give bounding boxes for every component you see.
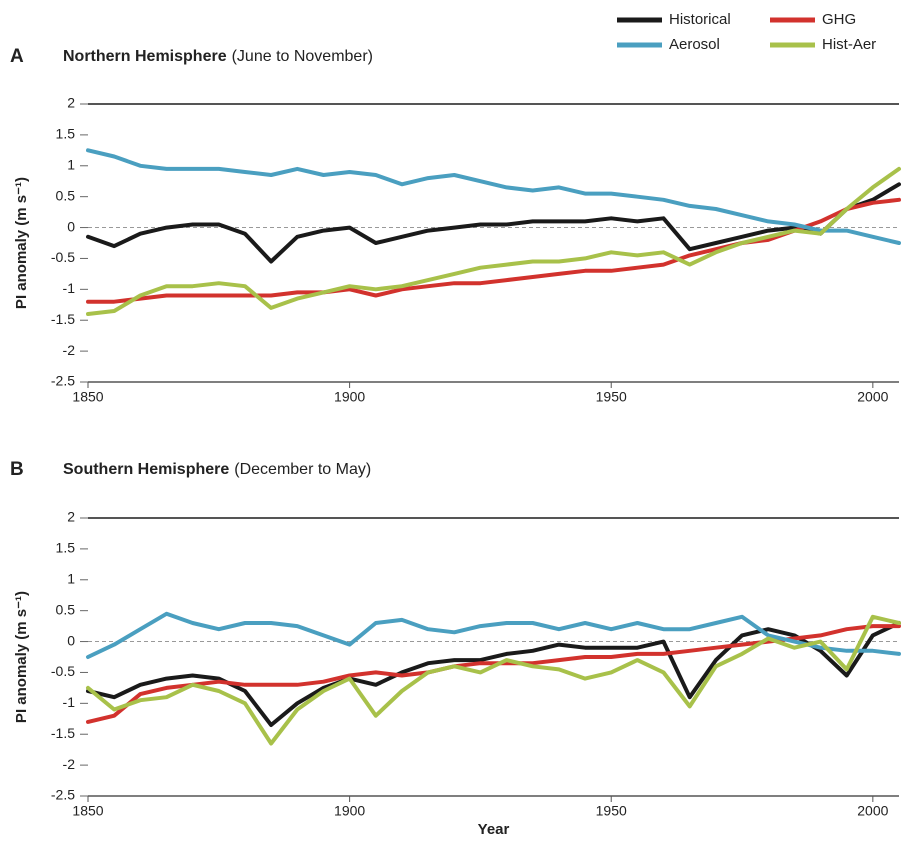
y-tick-label: 0.5: [56, 187, 76, 203]
subtitle: (June to November): [232, 48, 373, 65]
y-tick-label: 2: [67, 509, 75, 525]
y-tick-label: -2: [63, 756, 76, 772]
y-axis-label: PI anomaly (m s⁻¹): [13, 591, 30, 723]
legend: Historical GHG Aerosol Hist-Aer: [617, 11, 876, 53]
x-tick-label: 2000: [857, 389, 888, 405]
x-tick-label: 1950: [596, 389, 627, 405]
y-tick-label: -2.5: [51, 373, 75, 389]
series-line: [86, 614, 901, 746]
series-line: [86, 182, 901, 264]
y-tick-label: -1: [63, 280, 76, 296]
y-tick-label: 2: [67, 95, 75, 111]
x-tick-label: 1900: [334, 803, 365, 819]
y-axis-label: PI anomaly (m s⁻¹): [13, 177, 30, 309]
legend-label: Historical: [669, 11, 731, 28]
panel-title: Southern Hemisphere (December to May): [63, 461, 371, 478]
y-tick-label: -1: [63, 694, 76, 710]
x-tick-label: 1850: [72, 803, 103, 819]
panel-label: A: [10, 46, 24, 67]
panel-label: B: [10, 459, 24, 480]
y-tick-label: 1.5: [56, 126, 76, 142]
panel-title: Northern Hemisphere (June to November): [63, 48, 373, 65]
y-tick-label: -0.5: [51, 663, 75, 679]
y-tick-label: 1.5: [56, 540, 76, 556]
y-tick-label: -1.5: [51, 311, 75, 327]
y-tick-label: -1.5: [51, 725, 75, 741]
y-tick-label: -2: [63, 342, 76, 358]
series-line: [86, 148, 901, 245]
title: Northern Hemisphere: [63, 48, 227, 65]
legend-label: GHG: [822, 11, 856, 28]
x-tick-label: 2000: [857, 803, 888, 819]
x-tick-label: 1950: [596, 803, 627, 819]
x-tick-label: 1900: [334, 389, 365, 405]
y-tick-label: 0: [67, 632, 75, 648]
y-tick-label: 1: [67, 570, 75, 586]
x-tick-label: 1850: [72, 389, 103, 405]
x-axis-label: Year: [478, 821, 510, 838]
legend-label: Hist-Aer: [822, 36, 876, 53]
legend-label: Aerosol: [669, 36, 720, 53]
y-tick-label: 0: [67, 218, 75, 234]
series-line: [86, 166, 901, 316]
y-tick-label: -0.5: [51, 249, 75, 265]
title: Southern Hemisphere: [63, 461, 229, 478]
y-tick-label: 0.5: [56, 601, 76, 617]
y-tick-label: -2.5: [51, 787, 75, 803]
series-line: [86, 611, 901, 659]
series-line: [86, 197, 901, 304]
subtitle: (December to May): [234, 461, 371, 478]
y-tick-label: 1: [67, 156, 75, 172]
